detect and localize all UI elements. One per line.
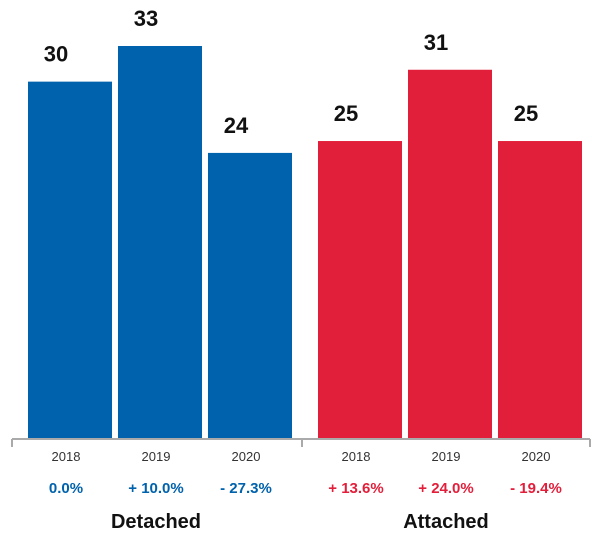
data-label-detached-2018: 30 (44, 42, 68, 67)
data-label-attached-2020: 25 (514, 101, 538, 126)
change-label-attached-2020: - 19.4% (510, 480, 562, 497)
bar-attached-2020 (498, 141, 582, 438)
group-label-attached: Attached (403, 511, 489, 533)
group-label-detached: Detached (111, 511, 201, 533)
bar-detached-2018 (28, 81, 112, 439)
x-tick-label-detached-2019: 2019 (142, 449, 171, 464)
bar-attached-2019 (408, 69, 492, 439)
data-label-attached-2018: 25 (334, 101, 358, 126)
change-label-detached-2019: + 10.0% (128, 480, 183, 497)
x-tick-label-attached-2018: 2018 (342, 449, 371, 464)
change-label-detached-2020: - 27.3% (220, 480, 272, 497)
x-tick-label-detached-2020: 2020 (232, 449, 261, 464)
data-label-detached-2020: 24 (224, 113, 249, 138)
x-tick-label-attached-2019: 2019 (432, 449, 461, 464)
change-label-attached-2018: + 13.6% (328, 480, 383, 497)
bar-detached-2020 (208, 152, 292, 438)
data-label-attached-2019: 31 (424, 30, 448, 55)
data-label-detached-2019: 33 (134, 6, 158, 31)
x-tick-label-detached-2018: 2018 (52, 449, 81, 464)
x-tick-label-attached-2020: 2020 (522, 449, 551, 464)
change-label-detached-2018: 0.0% (49, 480, 83, 497)
change-label-attached-2019: + 24.0% (418, 480, 473, 497)
bar-attached-2018 (318, 141, 402, 438)
bar-detached-2019 (118, 46, 202, 438)
